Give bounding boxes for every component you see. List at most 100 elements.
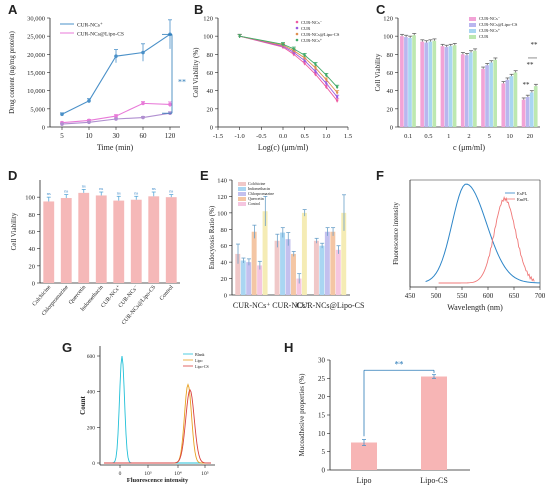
c-bar <box>460 54 465 128</box>
d-bar-label: ns <box>134 190 138 195</box>
c-bar <box>469 52 473 128</box>
b-point <box>303 54 306 57</box>
a-point <box>114 117 118 121</box>
b-xtick-label: -0.5 <box>256 133 266 140</box>
c-ytick-label: 0 <box>390 125 393 132</box>
c-xtick-label: 1 <box>447 133 450 140</box>
a-xtick-label: 10 <box>86 132 94 140</box>
d-bar <box>95 195 107 283</box>
c-legend-label: CUR-NCs⁻ <box>479 16 501 21</box>
h-ytick-label: 0 <box>322 467 326 475</box>
d-bar-label: ns <box>64 189 68 194</box>
c-bar <box>408 37 412 127</box>
c-legend-swatch <box>469 17 476 21</box>
g-legend-label: Lipo-CS <box>195 364 209 369</box>
b-point <box>325 78 328 81</box>
e-legend-swatch <box>238 187 246 191</box>
e-ytick-label: 60 <box>221 243 228 250</box>
a-ytick-label: 30,000 <box>27 16 45 23</box>
h-ytick-label: 30 <box>318 357 326 365</box>
b-legend-marker <box>295 20 299 24</box>
e-ylabel: Endocytosis Ratio (%) <box>208 205 216 269</box>
f-xtick-label: 500 <box>431 292 442 300</box>
b-point <box>238 34 241 38</box>
d-bar <box>78 192 90 283</box>
h-ytick-label: 10 <box>318 430 326 438</box>
f-legend-label: EmPL <box>517 197 529 202</box>
b-point <box>325 85 328 89</box>
d-ytick-label: 100 <box>25 195 35 202</box>
h-bar <box>421 376 447 470</box>
e-bar <box>335 249 341 295</box>
b-legend-label: CUR-NCs⁺ <box>301 38 323 43</box>
b-point <box>281 43 285 46</box>
panel-label-d: D <box>8 168 17 183</box>
a-point <box>141 50 145 55</box>
b-xtick-label: 1.5 <box>344 133 352 140</box>
e-ytick-label: 80 <box>221 227 228 234</box>
c-legend-swatch <box>469 29 476 33</box>
panel-label-a: A <box>8 2 18 17</box>
c-bar <box>448 46 453 127</box>
e-ytick-label: 40 <box>221 260 228 267</box>
panel-label-f: F <box>376 168 384 183</box>
b-series-line-1 <box>239 35 338 98</box>
c-bar <box>505 79 510 127</box>
b-legend-label: CUR-NCs⁻ <box>301 20 323 25</box>
e-ytick-label: 140 <box>217 178 227 185</box>
e-legend-swatch <box>238 192 246 196</box>
g-series-line-2 <box>104 388 212 464</box>
c-legend-swatch <box>469 35 476 39</box>
e-bar <box>324 231 330 295</box>
c-xtick-label: 5 <box>488 133 491 140</box>
c-bar <box>412 35 416 128</box>
c-ytick-label: 100 <box>383 34 393 41</box>
c-bar <box>424 42 429 127</box>
h-ytick-label: 15 <box>318 412 326 420</box>
c-significance: ** <box>523 81 531 89</box>
e-bar <box>262 211 268 295</box>
e-ytick-label: 20 <box>221 276 228 283</box>
d-ytick-label: 0 <box>32 281 35 288</box>
f-xlabel: Wavelength (nm) <box>447 303 503 312</box>
e-bar <box>246 262 252 295</box>
e-bar <box>330 231 336 295</box>
c-ytick-label: 40 <box>387 88 394 95</box>
c-legend-label: CUR-NCs@Lipo-CS <box>479 22 518 27</box>
h-ytick-label: 25 <box>318 375 326 383</box>
d-ytick-label: 80 <box>29 212 36 219</box>
d-xtick-label: Control <box>159 284 175 302</box>
c-significance: ** <box>527 61 535 69</box>
a-ytick-label: 15,000 <box>27 70 45 77</box>
d-bar <box>60 198 72 283</box>
h-ytick-label: 20 <box>318 393 326 401</box>
a-xtick-label: 60 <box>140 132 148 140</box>
g-xtick-label: 10³ <box>144 471 152 477</box>
b-ytick-label: 20 <box>207 106 214 113</box>
g-xtick-label: 10⁴ <box>174 471 182 477</box>
b-legend-marker <box>295 26 299 30</box>
d-bar <box>113 200 125 283</box>
b-xtick-label: 1.0 <box>322 133 330 140</box>
c-bar <box>400 36 404 127</box>
c-legend-swatch <box>469 23 476 27</box>
b-point <box>335 95 339 99</box>
d-bar-label: ns <box>99 186 103 191</box>
c-bar <box>420 41 424 127</box>
b-point <box>325 82 328 85</box>
c-xtick-label: 0.5 <box>424 133 432 140</box>
b-xtick-label: 0.5 <box>301 133 309 140</box>
c-xtick-label: 10 <box>506 133 513 140</box>
a-series-line-0 <box>61 33 171 115</box>
b-ytick-label: 120 <box>203 16 213 23</box>
f-xtick-label: 600 <box>483 292 494 300</box>
d-bar-label: ns <box>47 191 51 196</box>
d-bar-label: ns <box>117 190 121 195</box>
a-ytick-label: 25,000 <box>27 34 45 41</box>
panel-label-h: H <box>284 340 293 355</box>
b-point <box>335 91 339 94</box>
a-point <box>141 115 145 120</box>
c-bar <box>521 99 526 127</box>
a-ylabel: Drug content (ng/mg protein) <box>8 31 16 114</box>
